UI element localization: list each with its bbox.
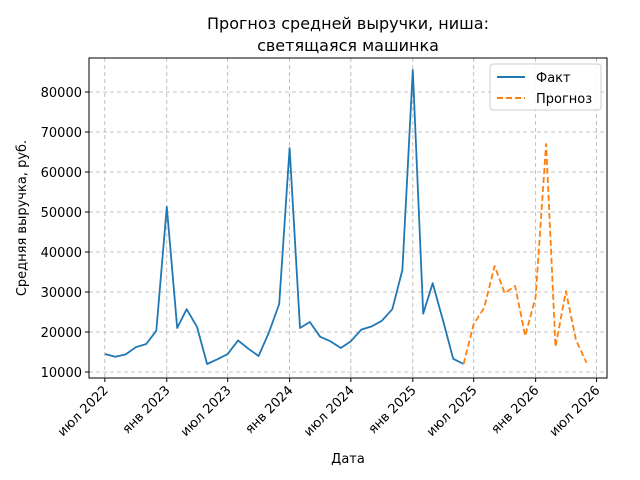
series-line-fact bbox=[104, 69, 465, 365]
x-axis-label: Дата bbox=[331, 452, 365, 467]
y-axis-label: Средняя выручка, руб. bbox=[15, 140, 30, 296]
y-tick-label: 70000 bbox=[41, 126, 82, 141]
y-axis-ticks: 10000 20000 30000 40000 50000 60000 70000 80000 bbox=[41, 86, 89, 381]
legend-label-fact: Факт bbox=[536, 71, 571, 86]
chart-title-line-1: Прогноз средней выручки, ниша: bbox=[207, 14, 489, 33]
plot-frame bbox=[88, 57, 608, 379]
y-tick-label: 40000 bbox=[41, 246, 82, 261]
y-tick-label: 30000 bbox=[41, 286, 82, 301]
y-tick-label: 50000 bbox=[41, 206, 82, 221]
chart-title-line-2: светящаяся машинка bbox=[257, 36, 439, 55]
legend: Факт Прогноз bbox=[489, 63, 602, 111]
y-tick-label: 20000 bbox=[41, 326, 82, 341]
plot-lines bbox=[104, 69, 588, 365]
y-tick-label: 80000 bbox=[41, 86, 82, 101]
y-tick-label: 10000 bbox=[41, 366, 82, 381]
series-line-forecast bbox=[462, 143, 588, 365]
y-tick-label: 60000 bbox=[41, 166, 82, 181]
legend-label-forecast: Прогноз bbox=[536, 92, 592, 107]
